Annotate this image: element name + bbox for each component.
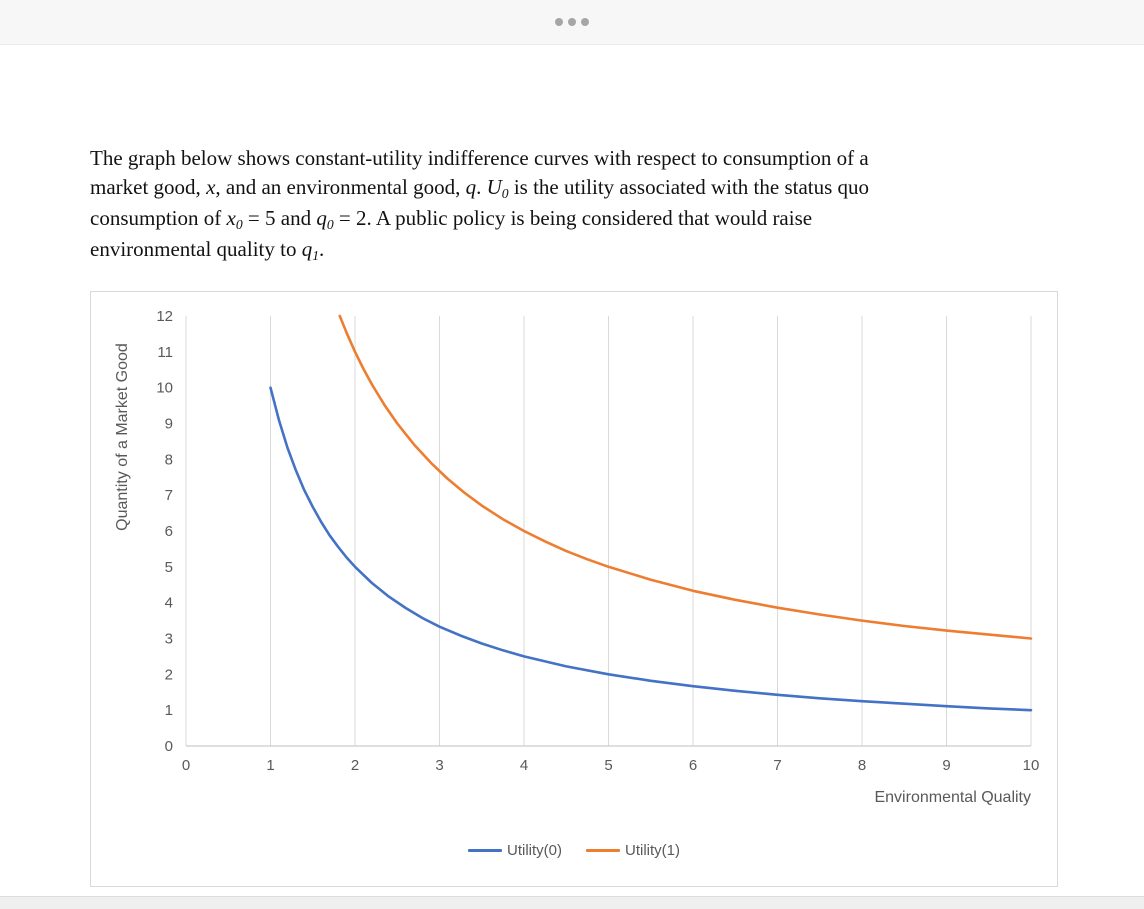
text-segment: is the utility associated with the statu… xyxy=(508,175,870,199)
y-tick-label: 1 xyxy=(165,702,173,719)
text-segment: = 5 and xyxy=(242,206,317,230)
x-tick-label: 2 xyxy=(351,757,359,774)
text-segment: q xyxy=(301,237,313,261)
text-segment: 0 xyxy=(326,216,334,232)
x-tick-label: 9 xyxy=(942,757,950,774)
text-segment: . xyxy=(476,175,487,199)
x-tick-label: 4 xyxy=(520,757,528,774)
text-segment: = 2. A public policy is being considered… xyxy=(333,206,813,230)
dot-icon xyxy=(581,18,589,26)
y-tick-label: 9 xyxy=(165,416,173,433)
text-segment: , and an environmental good, xyxy=(215,175,466,199)
x-tick-label: 6 xyxy=(689,757,697,774)
legend-line-utility1-icon xyxy=(586,849,620,852)
text-segment: 0 xyxy=(235,216,243,232)
text-segment: q xyxy=(465,175,477,199)
y-tick-label: 8 xyxy=(165,451,173,468)
chart-legend: Utility(0) Utility(1) xyxy=(91,842,1057,859)
window-dots-icon[interactable] xyxy=(555,18,589,26)
dot-icon xyxy=(568,18,576,26)
indifference-curves-chart: 0 1 2 3 4 5 6 7 8 9 100123456789101112Environmenta… xyxy=(114,308,1040,806)
intro-paragraph: The graph below shows constant-utility i… xyxy=(90,144,1080,266)
window-bottom-edge xyxy=(0,896,1144,909)
x-tick-label: 0 xyxy=(182,757,190,774)
text-segment: x xyxy=(226,206,236,230)
y-tick-label: 0 xyxy=(165,738,173,755)
x-tick-label: 10 xyxy=(1023,757,1040,774)
legend-line-utility0-icon xyxy=(468,849,502,852)
text-segment: consumption of xyxy=(90,206,227,230)
dot-icon xyxy=(555,18,563,26)
y-tick-label: 11 xyxy=(157,344,173,361)
text-segment: environmental quality to xyxy=(90,237,302,261)
text-segment: . xyxy=(319,237,325,261)
y-tick-label: 10 xyxy=(156,380,173,397)
x-tick-label: 7 xyxy=(773,757,781,774)
text-segment: market good, xyxy=(90,175,207,199)
y-tick-label: 7 xyxy=(165,487,173,504)
text-segment: The graph below shows constant-utility i… xyxy=(90,146,869,170)
legend-item-utility1[interactable]: Utility(1) xyxy=(586,842,680,859)
y-tick-label: 4 xyxy=(165,595,173,612)
text-segment: 0 xyxy=(501,185,509,201)
chart-card: 0 1 2 3 4 5 6 7 8 9 10 0 1 2 3 4 5 6 7 8 9 10 11 12 Environmenta… xyxy=(90,291,1058,887)
y-axis-title: Quantity of a Market Good xyxy=(114,343,131,531)
text-segment: 1 xyxy=(312,247,320,263)
window-titlebar xyxy=(0,0,1144,45)
series-line-Utility(1) xyxy=(338,314,1033,640)
text-segment: U xyxy=(486,175,502,199)
legend-label-utility0: Utility(0) xyxy=(507,842,562,859)
text-segment: q xyxy=(316,206,327,230)
x-tick-label: 5 xyxy=(604,757,612,774)
legend-label-utility1: Utility(1) xyxy=(625,842,680,859)
y-tick-label: 6 xyxy=(165,523,173,540)
y-tick-label: 2 xyxy=(165,666,173,683)
series-line-Utility(0) xyxy=(269,386,1033,712)
x-axis-title: Environmental Quality xyxy=(874,789,1031,806)
y-tick-label: 12 xyxy=(156,308,173,325)
legend-item-utility0[interactable]: Utility(0) xyxy=(468,842,562,859)
text-segment: x xyxy=(206,175,216,199)
y-tick-label: 3 xyxy=(165,631,173,648)
x-tick-label: 3 xyxy=(435,757,443,774)
y-tick-label: 5 xyxy=(165,559,173,576)
x-tick-label: 8 xyxy=(858,757,866,774)
x-tick-label: 1 xyxy=(266,757,274,774)
